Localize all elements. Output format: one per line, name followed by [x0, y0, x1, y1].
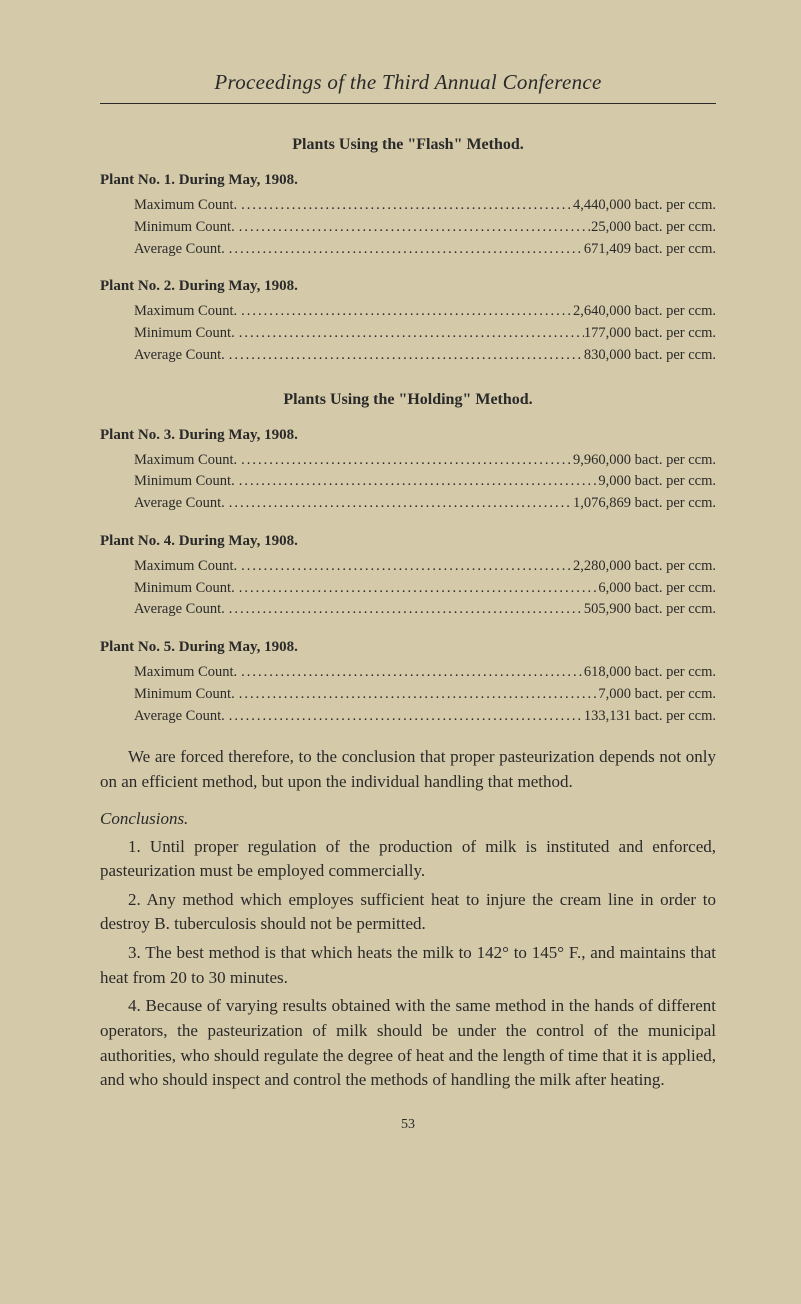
- data-row: Minimum Count...........................…: [100, 323, 716, 345]
- plant-heading: Plant No. 2. During May, 1908.: [100, 278, 716, 295]
- leader-dots: ........................................…: [225, 706, 584, 728]
- data-row: Average Count...........................…: [100, 706, 716, 728]
- plant-heading: Plant No. 5. During May, 1908.: [100, 639, 716, 656]
- data-row: Average Count...........................…: [100, 599, 716, 621]
- plant-block: Plant No. 4. During May, 1908. Maximum Co…: [100, 533, 716, 621]
- leader-dots: ........................................…: [237, 662, 584, 684]
- data-value: 2,280,000 bact. per ccm.: [573, 556, 716, 578]
- conclusions-list: 1. Until proper regulation of the produc…: [100, 835, 716, 1093]
- plant-block: Plant No. 2. During May, 1908. Maximum Co…: [100, 278, 716, 366]
- data-label: Average Count.: [134, 706, 225, 728]
- leader-dots: ........................................…: [225, 599, 584, 621]
- plant-heading: Plant No. 1. During May, 1908.: [100, 172, 716, 189]
- conclusion-item: 3. The best method is that which heats t…: [100, 941, 716, 990]
- leader-dots: ........................................…: [235, 471, 599, 493]
- data-label: Maximum Count.: [134, 450, 237, 472]
- data-label: Average Count.: [134, 345, 225, 367]
- page-number: 53: [100, 1117, 716, 1133]
- data-value: 1,076,869 bact. per ccm.: [573, 493, 716, 515]
- leader-dots: ........................................…: [235, 578, 599, 600]
- data-label: Average Count.: [134, 493, 225, 515]
- data-row: Maximum Count...........................…: [100, 301, 716, 323]
- data-row: Minimum Count...........................…: [100, 471, 716, 493]
- data-row: Average Count...........................…: [100, 493, 716, 515]
- data-label: Maximum Count.: [134, 556, 237, 578]
- leader-dots: ........................................…: [237, 556, 573, 578]
- data-value: 671,409 bact. per ccm.: [584, 239, 716, 261]
- data-value: 505,900 bact. per ccm.: [584, 599, 716, 621]
- data-value: 830,000 bact. per ccm.: [584, 345, 716, 367]
- data-label: Minimum Count.: [134, 323, 235, 345]
- data-row: Maximum Count...........................…: [100, 450, 716, 472]
- paragraph-conclusion-intro: We are forced therefore, to the conclusi…: [100, 745, 716, 794]
- data-row: Maximum Count...........................…: [100, 195, 716, 217]
- data-row: Maximum Count...........................…: [100, 662, 716, 684]
- data-value: 7,000 bact. per ccm.: [598, 684, 716, 706]
- data-value: 25,000 bact. per ccm.: [591, 217, 716, 239]
- data-value: 9,000 bact. per ccm.: [598, 471, 716, 493]
- data-row: Minimum Count...........................…: [100, 684, 716, 706]
- header-rule: [100, 103, 716, 104]
- data-value: 2,640,000 bact. per ccm.: [573, 301, 716, 323]
- section-title-flash: Plants Using the "Flash" Method.: [100, 136, 716, 154]
- data-row: Average Count...........................…: [100, 239, 716, 261]
- data-label: Average Count.: [134, 599, 225, 621]
- conclusion-item: 2. Any method which employes sufficient …: [100, 888, 716, 937]
- data-value: 177,000 bact. per ccm.: [584, 323, 716, 345]
- data-label: Minimum Count.: [134, 578, 235, 600]
- leader-dots: ........................................…: [225, 239, 584, 261]
- data-label: Minimum Count.: [134, 217, 235, 239]
- plant-heading: Plant No. 4. During May, 1908.: [100, 533, 716, 550]
- data-row: Minimum Count...........................…: [100, 578, 716, 600]
- section-title-holding: Plants Using the "Holding" Method.: [100, 391, 716, 409]
- leader-dots: ........................................…: [237, 301, 573, 323]
- plant-block: Plant No. 1. During May, 1908. Maximum Co…: [100, 172, 716, 260]
- plant-block: Plant No. 3. During May, 1908. Maximum Co…: [100, 427, 716, 515]
- plant-heading: Plant No. 3. During May, 1908.: [100, 427, 716, 444]
- leader-dots: ........................................…: [235, 217, 591, 239]
- conclusion-item: 1. Until proper regulation of the produc…: [100, 835, 716, 884]
- leader-dots: ........................................…: [235, 323, 584, 345]
- leader-dots: ........................................…: [225, 345, 584, 367]
- data-label: Maximum Count.: [134, 662, 237, 684]
- data-label: Maximum Count.: [134, 195, 237, 217]
- data-row: Average Count...........................…: [100, 345, 716, 367]
- data-row: Minimum Count...........................…: [100, 217, 716, 239]
- flash-plants-container: Plant No. 1. During May, 1908. Maximum Co…: [100, 172, 716, 367]
- data-label: Minimum Count.: [134, 684, 235, 706]
- leader-dots: ........................................…: [235, 684, 599, 706]
- data-label: Minimum Count.: [134, 471, 235, 493]
- leader-dots: ........................................…: [237, 195, 573, 217]
- page-header: Proceedings of the Third Annual Conferen…: [100, 70, 716, 95]
- data-value: 618,000 bact. per ccm.: [584, 662, 716, 684]
- data-label: Average Count.: [134, 239, 225, 261]
- data-value: 4,440,000 bact. per ccm.: [573, 195, 716, 217]
- data-value: 133,131 bact. per ccm.: [584, 706, 716, 728]
- conclusions-heading: Conclusions.: [100, 809, 716, 829]
- data-value: 9,960,000 bact. per ccm.: [573, 450, 716, 472]
- leader-dots: ........................................…: [225, 493, 573, 515]
- conclusion-item: 4. Because of varying results obtained w…: [100, 994, 716, 1093]
- leader-dots: ........................................…: [237, 450, 573, 472]
- data-row: Maximum Count...........................…: [100, 556, 716, 578]
- holding-plants-container: Plant No. 3. During May, 1908. Maximum Co…: [100, 427, 716, 728]
- data-value: 6,000 bact. per ccm.: [598, 578, 716, 600]
- plant-block: Plant No. 5. During May, 1908. Maximum Co…: [100, 639, 716, 727]
- data-label: Maximum Count.: [134, 301, 237, 323]
